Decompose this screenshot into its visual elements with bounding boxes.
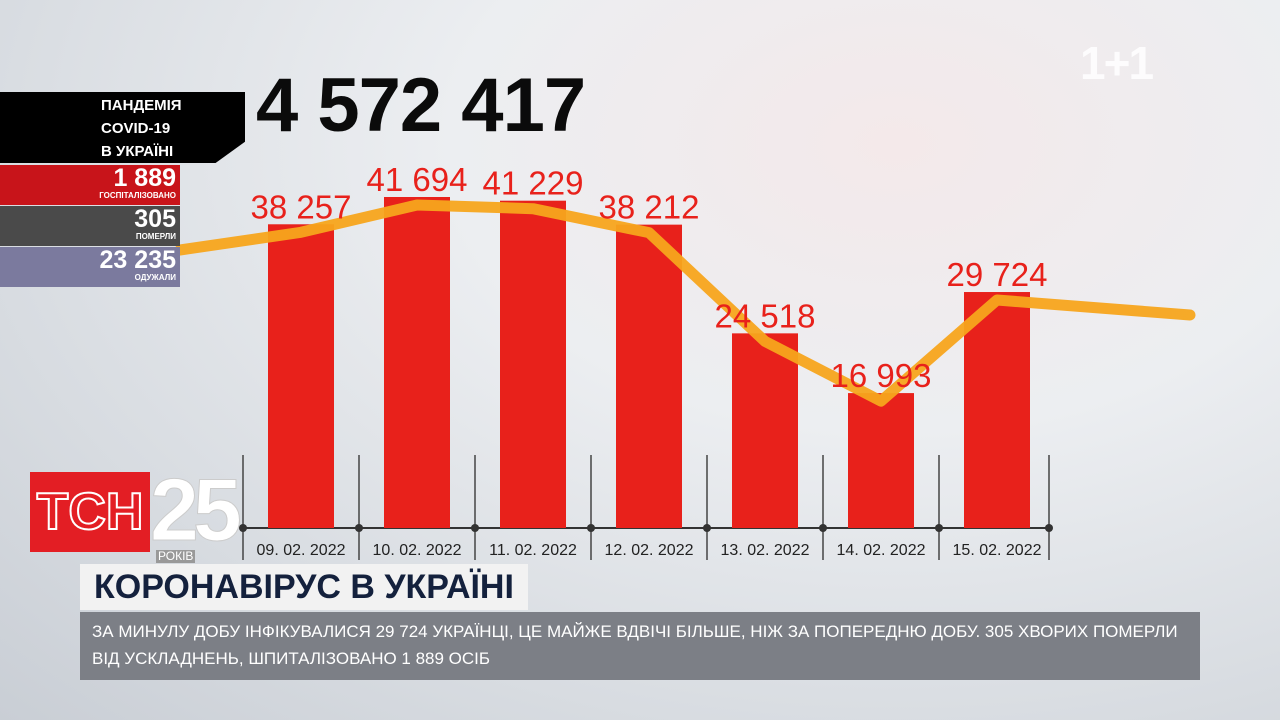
stat-hospitalized: 1 889 ГОСПІТАЛІЗОВАНО	[0, 165, 180, 205]
bar	[848, 393, 914, 528]
stat-value: 23 235	[99, 246, 176, 274]
date-label: 15. 02. 2022	[953, 542, 1042, 559]
channel-logo: 1+1	[1080, 37, 1154, 89]
date-label: 09. 02. 2022	[257, 542, 346, 559]
title-line: В УКРАЇНІ	[101, 143, 174, 160]
date-label: 11. 02. 2022	[489, 542, 577, 559]
data-label: 38 257	[251, 188, 352, 225]
bar	[500, 200, 566, 529]
axis-dot	[239, 524, 247, 532]
stat-recovered: 23 235 ОДУЖАЛИ	[0, 247, 180, 287]
axis-dot	[819, 524, 827, 532]
axis-dot	[935, 524, 943, 532]
bar	[732, 333, 798, 528]
axis-dot	[355, 524, 363, 532]
title-line: ПАНДЕМІЯ	[101, 97, 182, 114]
data-label: 16 993	[831, 357, 932, 394]
data-label: 41 229	[483, 165, 584, 202]
bar	[268, 224, 334, 528]
news-ticker: ЗА МИНУЛУ ДОБУ ІНФІКУВАЛИСЯ 29 724 УКРАЇ…	[80, 612, 1200, 680]
data-label: 29 724	[947, 256, 1048, 293]
data-label: 41 694	[367, 161, 468, 198]
total-cases: 4 572 417	[256, 63, 586, 148]
panel-title: ПАНДЕМІЯ COVID-19 В УКРАЇНІ	[0, 92, 245, 163]
stat-label: ОДУЖАЛИ	[134, 273, 176, 282]
stat-value: 1 889	[113, 164, 176, 192]
bar	[964, 292, 1030, 528]
axis-dot	[1045, 524, 1053, 532]
trend-line	[174, 199, 1196, 407]
headline: КОРОНАВІРУС В УКРАЇНІ	[80, 564, 528, 610]
axis-dot	[471, 524, 479, 532]
axis-dot	[703, 524, 711, 532]
title-line: COVID-19	[101, 120, 171, 137]
data-label: 24 518	[715, 297, 816, 334]
date-label: 10. 02. 2022	[373, 542, 462, 559]
bar	[616, 224, 682, 528]
date-label: 12. 02. 2022	[605, 542, 694, 559]
date-label: 13. 02. 2022	[721, 542, 810, 559]
anniversary-label: РОКІВ	[156, 549, 196, 563]
bar	[384, 197, 450, 528]
anniversary-logo: 25	[150, 460, 243, 559]
stat-deaths: 305 ПОМЕРЛИ	[0, 206, 180, 246]
stat-label: ПОМЕРЛИ	[135, 232, 176, 241]
stat-label: ГОСПІТАЛІЗОВАНО	[99, 191, 176, 200]
data-label: 38 212	[599, 189, 700, 226]
date-label: 14. 02. 2022	[837, 542, 926, 559]
stat-value: 305	[134, 205, 176, 233]
axis-dot	[587, 524, 595, 532]
tsn-logo: ТСН	[30, 472, 150, 552]
